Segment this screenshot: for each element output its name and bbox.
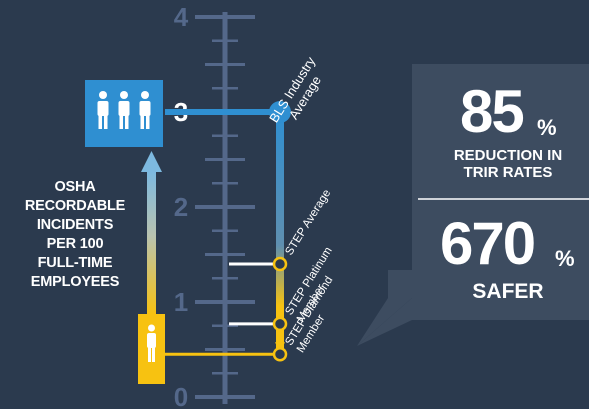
arrow-up-icon (141, 151, 162, 314)
stat-caption: SAFER (472, 280, 544, 303)
stat-number: 85 (460, 78, 525, 145)
tick-label: 2 (174, 192, 188, 222)
step-platinum-marker (272, 316, 288, 332)
y-axis-label-line: OSHA (54, 179, 96, 195)
stats-panel (357, 64, 589, 346)
y-axis-label-line: EMPLOYEES (30, 274, 120, 290)
y-axis-label-line: INCIDENTS (36, 217, 114, 233)
y-axis-label-line: RECORDABLE (24, 198, 126, 214)
tick-label: 0 (174, 382, 188, 409)
stat-caption: REDUCTION IN (453, 147, 563, 164)
bls-marker (269, 101, 291, 123)
y-axis-label-line: PER 100 (46, 236, 104, 252)
stat-unit: % (555, 246, 575, 271)
tick-label: 1 (174, 287, 188, 317)
person-icon (138, 314, 165, 384)
people-group-icon (85, 80, 163, 147)
step-connector (276, 112, 284, 355)
stat-number: 670 (440, 210, 536, 277)
stat-caption: TRIR RATES (463, 164, 553, 181)
stat-unit: % (537, 115, 557, 140)
step-average-marker (272, 256, 288, 272)
tick-label: 4 (174, 2, 189, 32)
y-axis-label-line: FULL-TIME (37, 255, 113, 271)
step-diamond-marker (272, 347, 288, 362)
